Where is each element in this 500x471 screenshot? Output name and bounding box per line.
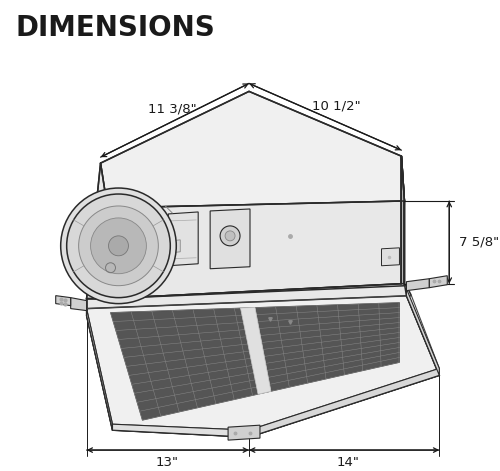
Polygon shape [86, 286, 411, 309]
Polygon shape [168, 212, 198, 266]
Polygon shape [430, 276, 448, 288]
Circle shape [108, 236, 128, 256]
Circle shape [78, 206, 158, 286]
Polygon shape [228, 425, 260, 440]
Polygon shape [70, 298, 86, 310]
Polygon shape [402, 156, 404, 284]
Polygon shape [110, 303, 400, 420]
Polygon shape [240, 308, 271, 394]
Circle shape [60, 188, 176, 304]
Polygon shape [86, 163, 108, 299]
Text: 7 5/8": 7 5/8" [459, 236, 500, 248]
Text: DIMENSIONS: DIMENSIONS [15, 14, 215, 42]
Polygon shape [170, 240, 180, 253]
Polygon shape [100, 91, 405, 208]
Polygon shape [56, 296, 70, 306]
Polygon shape [86, 309, 113, 430]
Polygon shape [402, 156, 404, 284]
Polygon shape [86, 284, 440, 437]
Polygon shape [112, 424, 249, 437]
Text: 13": 13" [156, 455, 179, 469]
Text: 14": 14" [336, 455, 359, 469]
Polygon shape [108, 219, 140, 273]
Polygon shape [210, 209, 250, 269]
Polygon shape [249, 368, 440, 437]
Polygon shape [406, 289, 440, 375]
Circle shape [66, 194, 170, 298]
Polygon shape [108, 201, 405, 299]
Polygon shape [406, 279, 430, 291]
Circle shape [220, 226, 240, 246]
Text: 10 1/2": 10 1/2" [312, 100, 361, 113]
Circle shape [225, 231, 235, 241]
Polygon shape [382, 248, 400, 266]
Circle shape [90, 218, 146, 274]
Text: 11 3/8": 11 3/8" [148, 103, 196, 116]
Polygon shape [402, 156, 404, 284]
